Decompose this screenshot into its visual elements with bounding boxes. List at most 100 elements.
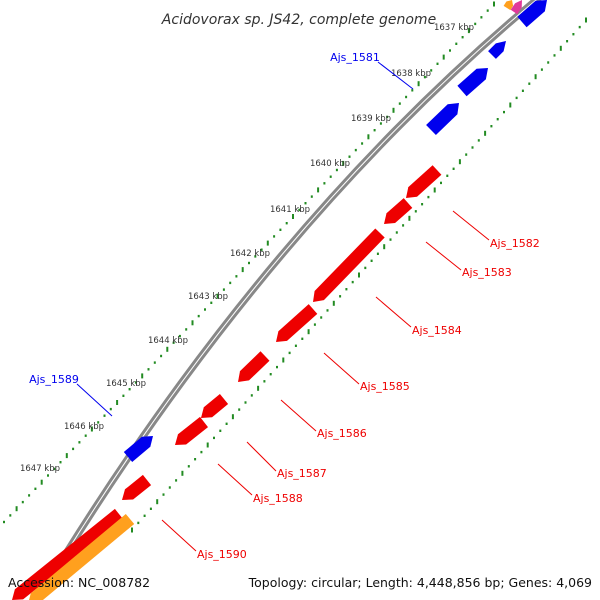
gc-dot-outer bbox=[254, 255, 257, 258]
kbp-ruler: 1637 kbp 1638 kbp 1639 kbp 1640 kbp 1641 kbp… bbox=[20, 23, 474, 474]
gc-dot-inner bbox=[257, 385, 260, 391]
gc-dot-outer bbox=[279, 228, 282, 231]
gc-dot-outer bbox=[59, 461, 62, 464]
gc-dot-outer bbox=[9, 514, 12, 517]
gene-arrow-ajs-1587 bbox=[201, 394, 229, 418]
gc-dot-outer bbox=[153, 361, 156, 364]
gc-dot-inner bbox=[458, 159, 461, 165]
gc-dot-outer bbox=[65, 453, 68, 459]
gc-dot-inner bbox=[414, 210, 417, 213]
gc-dot-inner bbox=[301, 337, 304, 340]
gc-dot-outer bbox=[411, 89, 414, 92]
gc-dot-inner bbox=[213, 436, 215, 440]
gc-dot-outer bbox=[461, 36, 464, 39]
gc-dot-inner bbox=[421, 203, 424, 206]
gc-dot-outer bbox=[229, 281, 232, 285]
gc-dot-outer bbox=[116, 400, 119, 405]
gc-dot-outer bbox=[367, 134, 370, 140]
gene-label-ajs-1588[interactable]: Ajs_1588 bbox=[253, 492, 303, 505]
tick-label-1641-kbp: 1641 kbp bbox=[270, 205, 310, 215]
gene-arrow-magenta-top bbox=[510, 0, 522, 15]
gc-dot-inner bbox=[389, 238, 392, 241]
gc-dot-inner bbox=[175, 479, 178, 482]
gc-dot-outer bbox=[204, 308, 206, 311]
gc-dot-inner bbox=[408, 215, 411, 221]
gc-dot-outer bbox=[342, 160, 345, 166]
gc-dot-outer bbox=[235, 275, 238, 278]
gc-dot-outer bbox=[398, 102, 401, 105]
gene-label-ajs-1581[interactable]: Ajs_1581 bbox=[330, 51, 380, 64]
gc-dot-outer bbox=[386, 115, 389, 119]
gc-dot-outer bbox=[90, 426, 93, 432]
gc-dot-inner bbox=[250, 394, 253, 397]
gc-dot-outer bbox=[304, 202, 307, 205]
gc-dot-inner bbox=[263, 380, 266, 383]
gc-dot-inner bbox=[143, 514, 146, 517]
tick-label-1643-kbp: 1643 kbp bbox=[188, 292, 228, 302]
gc-dot-outer bbox=[285, 222, 288, 225]
gc-dot-inner bbox=[345, 288, 348, 291]
gc-dot-outer bbox=[373, 129, 376, 132]
gc-dot-outer bbox=[40, 479, 43, 485]
gene-label-ajs-1584[interactable]: Ajs_1584 bbox=[412, 324, 462, 337]
gc-dot-outer bbox=[361, 142, 364, 145]
tick-label-1640-kbp: 1640 kbp bbox=[310, 159, 350, 169]
gc-dot-outer bbox=[241, 267, 244, 273]
gene-arrow-ajs-1590 bbox=[12, 508, 124, 600]
gene-label-ajs-1587[interactable]: Ajs_1587 bbox=[277, 467, 327, 480]
gc-dot-outer bbox=[260, 248, 263, 251]
gc-dot-inner bbox=[465, 153, 468, 156]
tick-label-1642-kbp: 1642 kbp bbox=[230, 249, 270, 259]
gc-dot-inner bbox=[294, 344, 297, 347]
gc-dot-outer bbox=[197, 314, 200, 318]
gene-arrow-ajs-1585 bbox=[276, 304, 318, 342]
gc-dot-inner bbox=[496, 118, 499, 121]
gc-dot-outer bbox=[21, 500, 24, 504]
gc-dot-inner bbox=[307, 329, 310, 335]
gc-dot-outer bbox=[348, 155, 351, 158]
tick-label-1647-kbp: 1647 kbp bbox=[20, 464, 60, 474]
gc-dot-outer bbox=[222, 288, 225, 291]
gene-label-ajs-1586[interactable]: Ajs_1586 bbox=[317, 427, 367, 440]
gc-dot-outer bbox=[128, 388, 131, 391]
gc-dot-inner bbox=[156, 499, 159, 505]
gc-dot-inner bbox=[490, 125, 493, 128]
gc-dot-inner bbox=[540, 68, 543, 71]
gc-dot-outer bbox=[486, 9, 489, 12]
gc-dot-inner bbox=[446, 174, 449, 177]
gene-arrow-forward-ajs-1581 bbox=[426, 103, 459, 135]
gene-label-ajs-1585[interactable]: Ajs_1585 bbox=[360, 380, 410, 393]
tick-label-1645-kbp: 1645 kbp bbox=[106, 379, 146, 389]
gc-dot-outer bbox=[47, 474, 49, 477]
gc-dot-outer bbox=[310, 195, 313, 198]
gc-dot-outer bbox=[298, 208, 301, 212]
gene-label-ajs-1583[interactable]: Ajs_1583 bbox=[462, 266, 512, 279]
gc-dot-inner bbox=[503, 110, 505, 114]
gc-dot-outer bbox=[147, 368, 150, 371]
gc-dot-inner bbox=[515, 96, 518, 100]
gene-arrow-ajs-1583 bbox=[384, 198, 413, 224]
tick-label-1646-kbp: 1646 kbp bbox=[64, 422, 104, 432]
gc-dot-outer bbox=[216, 293, 219, 299]
leader-line-ajs-1582 bbox=[452, 210, 490, 241]
gene-arrow-forward-1 bbox=[488, 41, 506, 59]
gc-dot-inner bbox=[521, 89, 524, 92]
gc-dot-outer bbox=[191, 320, 194, 326]
gene-label-ajs-1589[interactable]: Ajs_1589 bbox=[29, 373, 79, 386]
gc-dot-inner bbox=[547, 61, 550, 64]
gene-label-layer: Ajs_1581 Ajs_1582 Ajs_1583 Ajs_1584 Ajs_1585… bbox=[29, 51, 540, 561]
backbone-ring bbox=[33, 0, 542, 600]
leader-line-ajs-1583 bbox=[425, 241, 462, 271]
gc-dot-outer bbox=[122, 394, 125, 397]
gc-dot-outer bbox=[248, 261, 250, 265]
gc-dot-inner bbox=[471, 146, 474, 149]
gc-dot-inner bbox=[206, 442, 209, 448]
gc-dot-inner bbox=[194, 458, 197, 461]
gene-label-ajs-1582[interactable]: Ajs_1582 bbox=[490, 237, 540, 250]
leader-line-ajs-1581 bbox=[377, 61, 414, 90]
gc-dot-outer bbox=[430, 69, 433, 72]
gene-label-ajs-1590[interactable]: Ajs_1590 bbox=[197, 548, 247, 561]
leader-line-ajs-1588 bbox=[217, 463, 253, 496]
gc-dot-inner bbox=[181, 470, 184, 476]
